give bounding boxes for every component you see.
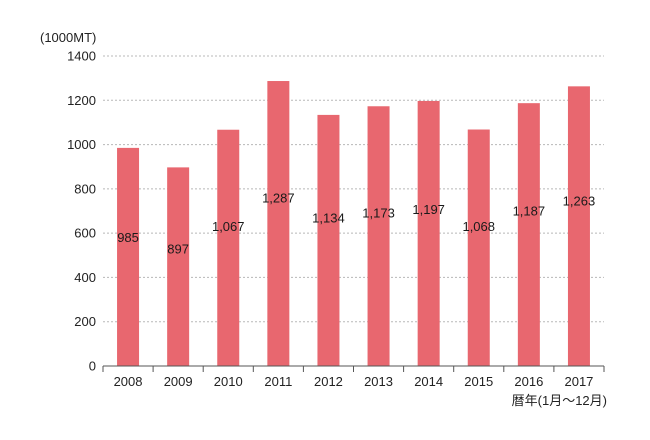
data-label: 1,197 bbox=[412, 202, 445, 217]
bar-2017 bbox=[567, 86, 590, 366]
x-tick-label: 2009 bbox=[164, 374, 193, 389]
x-tick-label: 2014 bbox=[414, 374, 443, 389]
data-label: 1,263 bbox=[563, 193, 596, 208]
data-label: 897 bbox=[167, 241, 189, 256]
x-tick-label: 2015 bbox=[464, 374, 493, 389]
y-tick-label: 800 bbox=[74, 181, 96, 196]
x-tick-labels: 2008 2009 2010 2011 2012 2013 2014 2015 2016 2017 bbox=[114, 374, 594, 389]
bar-2015 bbox=[467, 129, 490, 366]
x-tick-label: 2017 bbox=[564, 374, 593, 389]
y-axis-unit-label: (1000MT) bbox=[40, 30, 96, 45]
bar-2016 bbox=[517, 103, 540, 367]
bar-2013 bbox=[367, 106, 390, 366]
y-tick-label: 0 bbox=[89, 359, 96, 374]
y-tick-label: 1400 bbox=[67, 49, 96, 64]
x-tick-label: 2013 bbox=[364, 374, 393, 389]
data-label: 1,173 bbox=[362, 205, 395, 220]
data-label: 1,187 bbox=[513, 203, 546, 218]
y-tick-label: 1000 bbox=[67, 137, 96, 152]
data-label: 1,287 bbox=[262, 190, 295, 205]
bar-2008 bbox=[117, 147, 140, 366]
bars bbox=[117, 81, 590, 367]
data-label: 1,067 bbox=[212, 219, 245, 234]
bar-2012 bbox=[317, 114, 340, 367]
bar-2010 bbox=[217, 129, 240, 366]
x-tick-label: 2008 bbox=[114, 374, 143, 389]
y-tick-label: 400 bbox=[74, 270, 96, 285]
x-tick-label: 2016 bbox=[514, 374, 543, 389]
data-label: 985 bbox=[117, 230, 139, 245]
bar-2011 bbox=[267, 81, 290, 367]
y-tick-labels: 0 200 400 600 800 1000 1200 1400 bbox=[67, 49, 96, 374]
bar-2009 bbox=[167, 167, 190, 366]
data-label: 1,134 bbox=[312, 210, 345, 225]
data-labels: 985 897 1,067 1,287 1,134 1,173 1,197 1,068 1,18… bbox=[117, 190, 595, 256]
data-label: 1,068 bbox=[462, 219, 495, 234]
x-tick-label: 2010 bbox=[214, 374, 243, 389]
x-tick-label: 2012 bbox=[314, 374, 343, 389]
bar-2014 bbox=[417, 100, 440, 366]
y-tick-label: 1200 bbox=[67, 93, 96, 108]
x-tick-marks bbox=[102, 366, 605, 372]
x-axis-title: 暦年(1月〜12月) bbox=[512, 393, 607, 408]
y-tick-label: 200 bbox=[74, 314, 96, 329]
x-tick-label: 2011 bbox=[264, 374, 292, 389]
y-tick-label: 600 bbox=[74, 226, 96, 241]
